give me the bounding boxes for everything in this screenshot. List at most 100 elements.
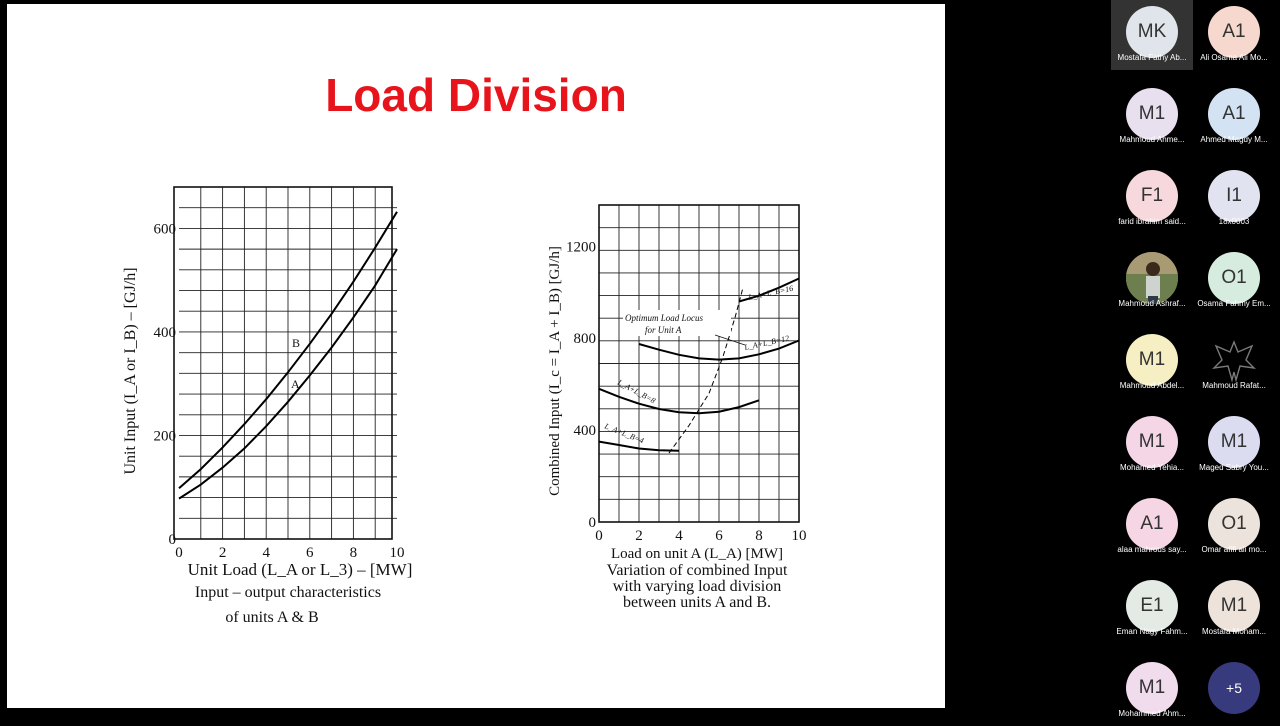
- right-chart-x-tick: 0: [595, 528, 603, 544]
- avatar: O1: [1208, 252, 1260, 304]
- participant-name: Mahmoud Rafat...: [1202, 381, 1266, 390]
- right-chart-x-label: Load on unit A (L_A) [MW]: [611, 546, 783, 562]
- slide-title: Load Division: [325, 69, 627, 121]
- right-chart-x-tick: 4: [675, 528, 683, 544]
- participant-name: Mostafa Fathy Ab...: [1117, 53, 1187, 62]
- participant-name: 18x0003: [1218, 217, 1250, 226]
- participant-tile[interactable]: Mahmoud Ashraf...: [1111, 246, 1193, 316]
- curve-label-16: L_A+L_B=16: [747, 284, 794, 302]
- more-participants-count: +5: [1208, 662, 1260, 714]
- left-chart-x-tick: 6: [306, 545, 314, 561]
- participant-name: Mohamed Yehia...: [1119, 463, 1185, 472]
- avatar: [1208, 334, 1260, 386]
- annotation-backdrop: [623, 310, 731, 336]
- avatar: A1: [1126, 498, 1178, 550]
- participant-tile[interactable]: A1 Ali Osama Ali Mo...: [1193, 0, 1275, 70]
- right-chart-x-ticks: 0 2 4 6 8 10: [595, 528, 806, 544]
- participant-tile[interactable]: F1 farid ibrahim said...: [1111, 164, 1193, 234]
- curve-label-a: A: [291, 377, 300, 391]
- slide-charts: 0 2 4 6 8 10 0 200 400 600 B A Unit Input (I_A o…: [122, 186, 807, 626]
- left-chart-y-ticks: 0 200 400 600: [154, 221, 177, 548]
- right-chart-y-tick: 1200: [566, 239, 596, 255]
- eagle-emblem-icon: [1212, 340, 1256, 383]
- left-chart-y-label: Unit Input (I_A or I_B) – [GJ/h]: [122, 267, 139, 474]
- participant-tile[interactable]: M1 Mohammed Ahm...: [1111, 656, 1193, 726]
- left-chart-y-tick: 600: [154, 221, 177, 237]
- participant-tile[interactable]: M1 Maged Sabry You...: [1193, 410, 1275, 480]
- participant-name: Mahmoud Ahme...: [1119, 135, 1185, 144]
- right-chart-x-tick: 6: [715, 528, 723, 544]
- participant-tile[interactable]: O1 Osama Fahmy Em...: [1193, 246, 1275, 316]
- participant-name: Maged Sabry You...: [1199, 463, 1269, 472]
- curve-label-b: B: [292, 336, 300, 350]
- right-chart-series-1: [598, 387, 760, 415]
- avatar: E1: [1126, 580, 1178, 632]
- left-chart-curves: [178, 211, 398, 500]
- right-chart-series-0: [598, 440, 680, 452]
- right-chart-y-tick: 800: [574, 331, 597, 347]
- participant-tile[interactable]: M1 Mostafa Moham...: [1193, 574, 1275, 644]
- left-chart-y-tick: 400: [154, 325, 177, 341]
- avatar: A1: [1208, 88, 1260, 140]
- participant-tile[interactable]: M1 Mahmoud Ahme...: [1111, 82, 1193, 152]
- participant-name: Mohammed Ahm...: [1118, 709, 1186, 718]
- left-chart-series-0: [178, 248, 398, 500]
- left-chart-x-ticks: 0 2 4 6 8 10: [175, 545, 404, 561]
- left-chart-x-label: Unit Load (L_A or L_3) – [MW]: [188, 560, 413, 579]
- participant-name: Mahmoud Abdel...: [1119, 381, 1185, 390]
- left-chart-grid: [179, 187, 397, 539]
- participant-tile[interactable]: E1 Eman Nagy Fahm...: [1111, 574, 1193, 644]
- left-chart-x-tick: 0: [175, 545, 183, 561]
- participant-tile[interactable]: A1 alaa mahrous say...: [1111, 492, 1193, 562]
- avatar: [1126, 252, 1178, 304]
- left-chart-caption-line-2: of units A & B: [225, 609, 318, 626]
- left-chart-y-tick: 200: [154, 428, 177, 444]
- right-chart: 0 2 4 6 8 10 0 400 800 1200 Optimum Load Locus f…: [547, 204, 807, 611]
- participant-name: alaa mahrous say...: [1117, 545, 1187, 554]
- participant-name: Eman Nagy Fahm...: [1116, 627, 1188, 636]
- participant-name: Ali Osama Ali Mo...: [1200, 53, 1268, 62]
- participant-tile[interactable]: I1 18x0003: [1193, 164, 1275, 234]
- right-chart-x-tick: 2: [635, 528, 643, 544]
- participant-tile[interactable]: M1 Mohamed Yehia...: [1111, 410, 1193, 480]
- user-photo-icon: [1126, 252, 1178, 304]
- optimum-locus-annotation-line-2: for Unit A: [645, 325, 682, 335]
- left-chart-x-tick: 8: [350, 545, 358, 561]
- right-chart-x-tick: 10: [792, 528, 807, 544]
- avatar: M1: [1126, 334, 1178, 386]
- curve-label-12: L_A+L_B=12: [743, 334, 790, 352]
- right-chart-caption-line-1: Variation of combined Input: [607, 562, 788, 579]
- optimum-locus-annotation-line-1: Optimum Load Locus: [625, 313, 704, 323]
- left-chart-caption-line-1: Input – output characteristics: [195, 584, 381, 601]
- participant-gallery: MK Mostafa Fathy Ab... A1 Ali Osama Ali Mo.…: [1100, 0, 1280, 720]
- avatar: I1: [1208, 170, 1260, 222]
- participant-tile[interactable]: A1 Ahmed Magdy M...: [1193, 82, 1275, 152]
- avatar: O1: [1208, 498, 1260, 550]
- presentation-slide: Load Division 0 2 4 6 8 10 0 200 400 600 B A Uni…: [7, 4, 945, 708]
- avatar: M1: [1208, 580, 1260, 632]
- participant-tile[interactable]: O1 Omar afifi ali mo...: [1193, 492, 1275, 562]
- participant-tile[interactable]: M1 Mahmoud Abdel...: [1111, 328, 1193, 398]
- avatar: F1: [1126, 170, 1178, 222]
- right-chart-series-4: [668, 287, 744, 454]
- right-chart-curves: [598, 277, 800, 454]
- right-chart-y-tick: 0: [589, 515, 597, 531]
- right-chart-y-label: Combined Input (I_c = I_A + I_B) [GJ/h]: [547, 246, 563, 496]
- participant-tile[interactable]: Mahmoud Rafat...: [1193, 328, 1275, 398]
- more-participants-button[interactable]: +5: [1193, 656, 1275, 726]
- participant-name: Mostafa Moham...: [1201, 627, 1267, 636]
- left-chart-frame: [173, 186, 393, 540]
- avatar: M1: [1126, 662, 1178, 714]
- left-chart-x-tick: 4: [262, 545, 270, 561]
- right-chart-series-3: [738, 277, 800, 303]
- participant-tile[interactable]: MK Mostafa Fathy Ab...: [1111, 0, 1193, 70]
- right-chart-caption-line-2: with varying load division: [613, 578, 781, 595]
- avatar: M1: [1126, 416, 1178, 468]
- right-chart-y-tick: 400: [574, 423, 597, 439]
- right-chart-grid: [599, 205, 799, 522]
- curve-label-8: L_A+L_B=8: [615, 377, 657, 405]
- avatar: A1: [1208, 6, 1260, 58]
- participant-name: farid ibrahim said...: [1118, 217, 1186, 226]
- avatar: MK: [1126, 6, 1178, 58]
- avatar: M1: [1126, 88, 1178, 140]
